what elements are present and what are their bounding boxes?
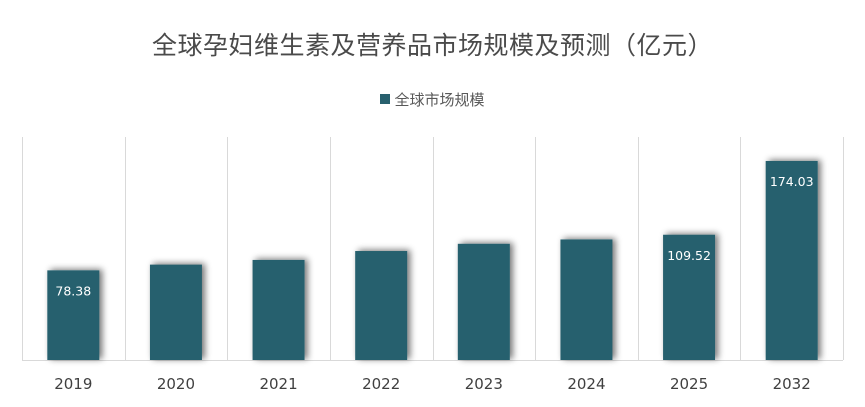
bar-2023 — [457, 243, 510, 360]
bar-2032 — [765, 160, 818, 360]
bar-2022 — [355, 251, 408, 360]
bar-2024 — [560, 239, 613, 360]
data-label-2025: 109.52 — [667, 248, 711, 263]
label-layer: 78.38 109.52 174.03 — [55, 174, 813, 298]
x-tick-label: 2024 — [567, 375, 605, 393]
x-tick-label: 2025 — [670, 375, 708, 393]
x-tick-label: 2020 — [157, 375, 195, 393]
chart-title: 全球孕妇维生素及营养品市场规模及预测（亿元） — [151, 31, 713, 60]
grid-layer — [22, 137, 844, 361]
x-tick-label: 2023 — [465, 375, 503, 393]
bar-2021 — [252, 259, 305, 360]
legend: 全球市场规模 — [0, 89, 865, 110]
legend-swatch — [380, 94, 391, 104]
data-label-2032: 174.03 — [770, 174, 814, 189]
legend-label: 全球市场规模 — [394, 91, 485, 109]
bar-2025 — [663, 234, 716, 360]
bar-2020 — [149, 264, 202, 360]
x-tick-label: 2019 — [54, 375, 92, 393]
x-tick-label: 2021 — [259, 375, 297, 393]
data-label-2019: 78.38 — [55, 283, 91, 298]
x-axis-ticks: 2019 2020 2021 2022 2023 2024 2025 2032 — [54, 375, 811, 393]
bar-2019 — [47, 270, 100, 360]
x-tick-label: 2032 — [773, 375, 811, 393]
x-tick-label: 2022 — [362, 375, 400, 393]
bar-layer — [47, 160, 818, 360]
